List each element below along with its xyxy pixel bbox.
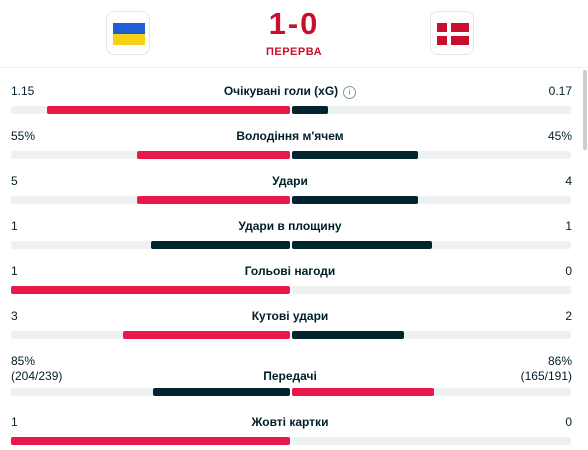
stat-bar-home-fill bbox=[136, 196, 290, 204]
stat-home-value: 3 bbox=[11, 309, 18, 323]
stat-label: Гольові нагоди bbox=[244, 264, 336, 278]
stat-bar-home bbox=[11, 151, 290, 159]
stat-bar-away bbox=[292, 241, 571, 249]
stat-home-value: 85% bbox=[11, 354, 36, 368]
stat-home-value: 1 bbox=[11, 415, 18, 429]
stat-home-value: 1 bbox=[11, 219, 18, 233]
stat-bar-home bbox=[11, 106, 290, 114]
stat-home-value: 1 bbox=[11, 264, 18, 278]
stat-away-value: 0.17 bbox=[548, 84, 572, 98]
stat-away-value: 0 bbox=[565, 264, 572, 278]
stat-label: Удари bbox=[272, 174, 308, 188]
stat-away-value: 1 bbox=[565, 219, 572, 233]
stat-row-corners: 3 Кутові удари 2 bbox=[0, 309, 580, 349]
info-icon[interactable]: i bbox=[343, 86, 357, 99]
stat-bar-away bbox=[292, 388, 571, 396]
stat-bar-home-fill bbox=[136, 151, 290, 159]
stat-bar-home bbox=[11, 437, 290, 445]
stat-bar-away-fill bbox=[292, 106, 329, 114]
stat-away-value: 86% bbox=[547, 354, 572, 368]
stat-bar-away-fill bbox=[292, 388, 435, 396]
stat-bar-home bbox=[11, 388, 290, 396]
stat-away-value: 2 bbox=[565, 309, 572, 323]
stat-bar-away bbox=[292, 331, 571, 339]
stat-home-value: 1.15 bbox=[11, 84, 35, 98]
stat-home-value: 5 bbox=[11, 174, 18, 188]
stat-bar-away bbox=[292, 437, 571, 445]
stat-bar-home bbox=[11, 286, 290, 294]
header-divider bbox=[0, 67, 588, 68]
stat-away-value: 4 bbox=[565, 174, 572, 188]
stat-home-value: 55% bbox=[11, 129, 36, 143]
stat-bar-away-fill bbox=[292, 196, 418, 204]
stat-bar-home-fill bbox=[153, 388, 290, 396]
stat-row-yellow-cards: 1 Жовті картки 0 bbox=[0, 415, 580, 450]
stat-label: Кутові удари bbox=[251, 309, 329, 323]
stat-away-value: 0 bbox=[565, 415, 572, 429]
stat-bar-home-fill bbox=[11, 437, 290, 445]
away-team-flag[interactable] bbox=[430, 11, 474, 55]
stat-label: Очікувані голи (xG) i bbox=[150, 84, 430, 99]
stat-row-shots: 5 Удари 4 bbox=[0, 174, 580, 214]
stat-label: Удари в площину bbox=[238, 219, 342, 233]
stat-row-big-chances: 1 Гольові нагоди 0 bbox=[0, 264, 580, 304]
stat-bar-home bbox=[11, 196, 290, 204]
stat-bar-away bbox=[292, 286, 571, 294]
stat-row-passes: 85% (204/239) Передачі 86% (165/191) bbox=[0, 354, 580, 404]
home-team-flag[interactable] bbox=[106, 11, 150, 55]
stat-bar-home-fill bbox=[47, 106, 290, 114]
stat-row-possession: 55% Володіння м'ячем 45% bbox=[0, 129, 580, 169]
stat-row-xg: 1.15 Очікувані голи (xG) i 0.17 bbox=[0, 84, 580, 124]
stat-bar-away-fill bbox=[292, 241, 432, 249]
stat-bar-away bbox=[292, 106, 571, 114]
stat-bar-away-fill bbox=[292, 151, 418, 159]
stat-label: Володіння м'ячем bbox=[236, 129, 344, 143]
stat-bar-home-fill bbox=[122, 331, 290, 339]
stat-bar-away-fill bbox=[292, 331, 404, 339]
stat-bar-home bbox=[11, 331, 290, 339]
stat-bar-away bbox=[292, 196, 571, 204]
match-period: ПЕРЕРВА bbox=[265, 46, 323, 58]
stat-away-subvalue: (165/191) bbox=[520, 369, 572, 383]
denmark-flag-icon bbox=[437, 23, 469, 45]
stat-bar-home-fill bbox=[11, 286, 290, 294]
stat-label: Передачі bbox=[263, 369, 317, 383]
stat-bar-home bbox=[11, 241, 290, 249]
stat-away-value: 45% bbox=[547, 129, 572, 143]
scrollbar[interactable] bbox=[583, 70, 587, 150]
ukraine-flag-icon bbox=[113, 23, 145, 45]
match-header: 1-0 ПЕРЕРВА bbox=[0, 0, 588, 66]
stat-home-subvalue: (204/239) bbox=[11, 369, 63, 383]
stat-row-shots-on-target: 1 Удари в площину 1 bbox=[0, 219, 580, 259]
match-score: 1-0 bbox=[268, 6, 320, 41]
stat-bar-home-fill bbox=[150, 241, 290, 249]
stat-label: Жовті картки bbox=[251, 415, 329, 429]
stat-bar-away bbox=[292, 151, 571, 159]
